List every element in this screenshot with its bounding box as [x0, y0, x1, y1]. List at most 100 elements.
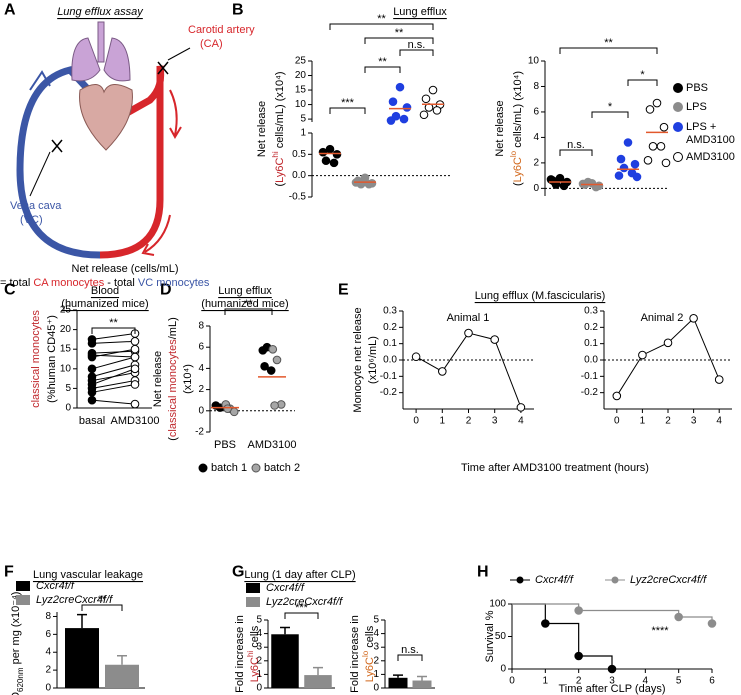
heart — [79, 84, 133, 151]
y-tick-label: 1 — [300, 128, 306, 139]
significance-label: n.s. — [567, 139, 585, 151]
significance-bracket — [329, 23, 434, 30]
x-tick-label: 2 — [466, 416, 472, 427]
y-axis-label-part: cells — [249, 625, 261, 651]
y-tick-label: 4 — [198, 363, 204, 374]
bar — [105, 664, 139, 688]
data-point — [428, 85, 438, 95]
x-tick-label: 1 — [543, 676, 549, 687]
formula-part: = total — [0, 277, 33, 289]
y-axis-label-part: Net release — [256, 101, 268, 157]
data-point — [652, 98, 662, 108]
legend-label: Cxcr4f/f — [36, 580, 75, 592]
significance-bracket — [81, 604, 123, 611]
legend-label: Cxcr4f/f — [535, 574, 574, 586]
pair-line — [91, 340, 136, 344]
data-point — [616, 154, 626, 164]
data-point — [464, 328, 473, 338]
significance-bracket — [364, 66, 401, 73]
data-point — [395, 82, 405, 92]
diagram: Lung efflux assay Carotid artery (CA) Ve… — [0, 6, 255, 289]
x-tick-label: 4 — [643, 676, 649, 687]
legend-label: Cxcr4f/f — [266, 582, 305, 594]
significance-bracket — [397, 654, 423, 661]
chart-title: Lung vascular leakage — [33, 569, 143, 581]
significance-bracket — [627, 79, 658, 86]
data-point — [130, 399, 140, 409]
legend-marker — [251, 463, 261, 473]
data-point — [321, 156, 331, 166]
legend-marker — [516, 576, 524, 584]
chart-title: Blood — [91, 285, 119, 297]
pair-line — [91, 348, 136, 358]
chart: Blood(humanized mice) classical monocytes… — [30, 285, 159, 427]
y-tick-label: 1 — [373, 669, 379, 680]
data-point — [130, 364, 140, 374]
legend-marker — [673, 152, 683, 162]
y-axis-label-part: ( — [167, 437, 179, 441]
y-tick-label: 6 — [198, 342, 204, 353]
significance-bracket — [329, 107, 366, 114]
chart: Animal 2 -0.2 -0.1 0.0 0.1 0.2 0.3 0 1 2 3 4 — [581, 306, 732, 427]
significance-bracket — [364, 37, 434, 44]
error-bar — [117, 655, 127, 665]
vena-abbr: (VC) — [20, 214, 43, 226]
y-tick-label: 0 — [373, 683, 379, 694]
significance-label: n.s. — [401, 644, 419, 656]
significance-label: ** — [244, 298, 253, 310]
artery — [99, 65, 165, 259]
y-axis-label-part: classical monocytes — [30, 310, 42, 408]
chart: Net release(Ly6Clo cells/mL) (x10⁴)02468… — [494, 37, 735, 196]
chart-title: Lung (1 day after CLP) — [244, 569, 355, 581]
y-tick-label: 4 — [533, 132, 539, 143]
significance-bracket — [559, 47, 658, 54]
data-point — [432, 106, 442, 115]
significance-bracket — [224, 308, 273, 315]
significance-bracket — [91, 327, 136, 334]
pair-line — [91, 333, 136, 340]
chart: Lung (1 day after CLP) Fold increase in Ly… — [234, 569, 356, 694]
x-tick-label: 2 — [576, 676, 582, 687]
y-axis-label-part: Ly6C — [249, 657, 261, 682]
legend-label: batch 2 — [264, 462, 300, 474]
y-tick-label: 0 — [533, 183, 539, 194]
y-tick-label: 0.1 — [584, 338, 598, 349]
y-tick-label: 0 — [65, 403, 71, 414]
x-tick-label: basal — [79, 415, 105, 427]
y-tick-label: -0.5 — [289, 192, 307, 203]
significance-label: ** — [395, 27, 404, 39]
legend-marker — [16, 581, 30, 591]
data-point — [87, 364, 97, 374]
y-tick-label: 0.0 — [292, 170, 306, 181]
data-point — [268, 345, 278, 354]
data-point — [645, 105, 655, 114]
significance-bracket — [591, 111, 629, 118]
data-point — [419, 110, 429, 120]
y-tick-label: 5 — [256, 615, 262, 626]
significance-label: n.s. — [408, 39, 426, 51]
y-tick-label: 0.0 — [584, 355, 598, 366]
significance-bracket — [559, 149, 593, 156]
y-tick-label: 2 — [256, 655, 262, 666]
x-tick-label: 5 — [676, 676, 682, 687]
data-point — [130, 344, 140, 354]
panel-letter: G — [232, 564, 244, 581]
y-tick-label: 3 — [256, 642, 262, 653]
data-point — [619, 163, 629, 173]
error-bar — [313, 666, 323, 676]
x-tick-label: 0 — [509, 676, 515, 687]
y-tick-label: 0 — [500, 664, 506, 675]
chart-title: (humanized mice) — [61, 298, 148, 310]
significance-bracket — [284, 612, 319, 619]
y-axis-label-part: Fold increase in — [234, 615, 246, 693]
data-point — [661, 158, 671, 168]
y-tick-label: 0.2 — [383, 322, 397, 333]
x-tick-label: 2 — [665, 416, 671, 427]
y-tick-label: 0 — [256, 683, 262, 694]
x-tick-label: 6 — [709, 676, 715, 687]
y-tick-label: -0.2 — [581, 387, 599, 398]
significance-label: ** — [377, 13, 386, 25]
y-tick-label: -0.1 — [380, 371, 398, 382]
panel-letter: H — [477, 564, 489, 581]
data-point — [87, 388, 97, 397]
